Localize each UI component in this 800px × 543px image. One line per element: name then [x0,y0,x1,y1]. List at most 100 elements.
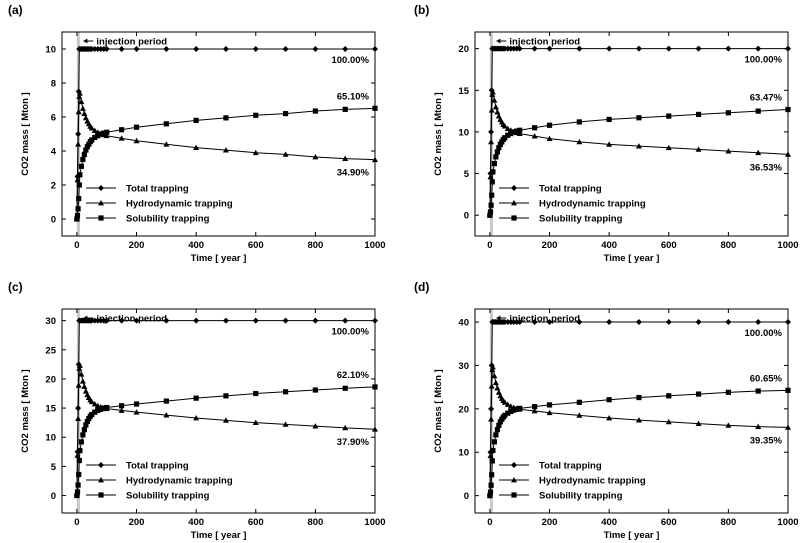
data-point [635,143,642,149]
data-point [785,387,791,393]
data-point [223,115,229,121]
data-point [222,417,229,423]
data-point [491,160,497,167]
data-point [118,135,125,141]
data-point [785,45,791,52]
data-point [74,213,81,219]
data-point [74,216,80,222]
data-point [494,427,500,433]
data-point [695,420,702,426]
series-line [489,48,788,216]
data-point [725,110,731,116]
data-point [75,108,82,115]
data-point [78,371,85,377]
data-point [517,127,523,133]
y-axis-title: CO2 mass [ Mton ] [433,92,444,175]
data-point [76,457,82,464]
data-point [508,130,514,137]
data-point [342,317,349,324]
data-point [635,45,642,52]
x-tick-label: 800 [307,240,323,251]
x-tick-label: 200 [129,517,145,528]
data-point [576,319,583,326]
series-diamond [486,45,791,219]
data-point [91,127,98,133]
data-point [665,45,672,52]
data-point [494,149,500,155]
data-point [104,404,110,411]
data-point [372,46,378,52]
data-point [514,128,520,134]
data-point [494,108,501,115]
x-tick-label: 600 [248,240,264,251]
data-point [79,105,86,111]
x-tick-label: 0 [74,517,79,528]
plot-frame [61,308,376,514]
data-point [695,111,702,118]
data-point [488,482,494,488]
data-point [77,172,83,178]
data-point [487,452,494,459]
data-point [133,137,140,144]
legend: Total trapping Hydrodynamic trapping Solub… [499,461,646,502]
x-tick-label: 400 [188,517,204,528]
data-point [491,372,498,379]
data-point [531,319,538,326]
data-point [342,106,348,112]
data-point [487,493,493,499]
x-tick-label: 1000 [777,517,798,528]
data-point [489,179,495,185]
data-point [133,409,140,415]
data-point [504,125,511,131]
series-triangle [73,90,378,222]
data-point [546,409,553,416]
y-tick-label: 15 [458,86,469,97]
panel-c: (c) 0 200 400 600 800 1000 0 5 10 15 20 25 30 Time [ y… [8,280,386,541]
x-tick-label: 0 [487,240,492,251]
data-point [82,388,89,394]
y-tick-label: 8 [51,79,56,90]
y-tick-label: 6 [51,113,56,124]
data-point [492,103,499,110]
legend-entry: Hydrodynamic trapping [126,476,233,487]
data-point [282,421,289,427]
data-point [488,383,495,389]
legend-marker [98,477,104,483]
panel-label: (a) [8,3,23,17]
data-point [755,108,761,114]
x-tick-label: 400 [601,240,617,251]
data-point [163,412,170,418]
data-point [253,112,259,118]
data-point [606,319,613,326]
data-point [666,113,672,119]
data-point [76,182,82,188]
data-point [502,135,508,141]
data-point [576,45,583,52]
data-point [497,419,503,425]
data-point [342,155,349,162]
y-tick-label: 20 [45,374,56,385]
series-line [76,48,375,220]
y-tick-label: 0 [464,491,469,502]
series-diamond [73,46,378,222]
data-point [222,147,229,153]
panel-b: (b) 0 200 400 600 800 1000 0 5 10 15 20 Time [ year … [414,3,799,264]
data-point [84,418,90,425]
plot-frame [474,31,789,237]
x-tick-label: 800 [307,517,323,528]
data-point [104,129,110,135]
legend-entry: Total trapping [539,461,602,472]
data-point [501,123,508,129]
series-triangle [486,88,791,218]
data-point [81,427,87,433]
panel-d: (d) 0 200 400 600 800 1000 0 10 20 30 40 Time [ year… [414,280,799,541]
legend-marker [511,477,517,483]
data-point [312,423,319,429]
series-diamond [73,317,378,499]
data-point [635,417,642,423]
data-point [76,93,83,99]
data-point [725,45,732,52]
data-point [98,131,104,137]
data-point [494,384,501,391]
